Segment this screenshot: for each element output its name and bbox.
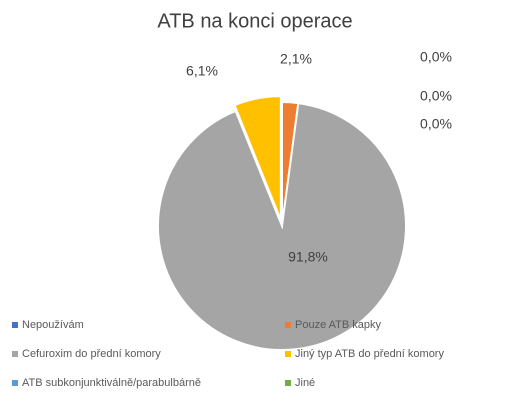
data-label: 0,0% (420, 116, 452, 132)
legend-label: Jiný typ ATB do přední komory (295, 348, 444, 360)
legend-label: Pouze ATB kapky (295, 319, 382, 331)
legend-label: Cefuroxim do přední komory (22, 348, 161, 360)
legend-swatch (12, 380, 18, 386)
legend-swatch (285, 380, 291, 386)
legend-swatch (12, 351, 18, 357)
data-label: 6,1% (186, 63, 218, 79)
legend-label: Nepoužívám (22, 319, 84, 331)
legend-label: Jiné (295, 377, 315, 389)
pie-slice (233, 95, 282, 221)
pie-slice (157, 101, 407, 351)
data-label: 0,0% (420, 88, 452, 104)
data-label: 2,1% (280, 51, 312, 67)
legend-label: ATB subkonjunktiválně/parabulbárně (22, 377, 201, 389)
data-label: 91,8% (288, 249, 328, 265)
chart-title: ATB na konci operace (157, 10, 352, 32)
legend-swatch (285, 351, 291, 357)
data-label: 0,0% (420, 49, 452, 65)
legend-swatch (12, 322, 18, 328)
legend-swatch (285, 322, 291, 328)
